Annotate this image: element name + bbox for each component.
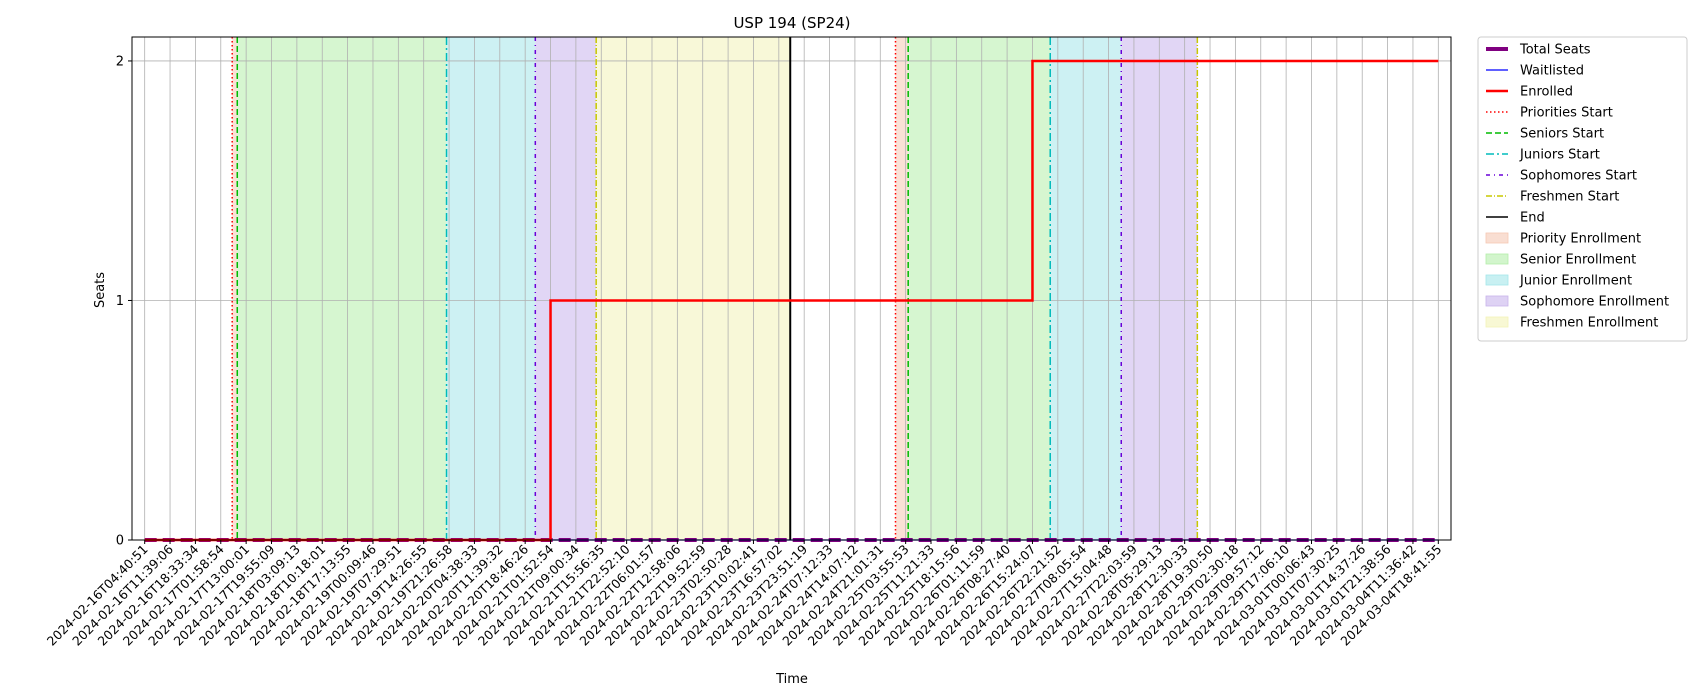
juniors-start-legend-label: Juniors Start [1519,148,1600,163]
sophomore-enrollment-legend-label: Sophomore Enrollment [1520,295,1669,310]
priorities-start-legend-label: Priorities Start [1520,106,1613,121]
freshmen-enrollment-band-0 [596,37,791,540]
sophomore-enrollment-band-0 [535,37,597,540]
legend: Total Seats Waitlisted Enrolled Priorities … [1477,36,1688,342]
phase-start-lines [231,37,1199,540]
sophomore-enrollment-legend-swatch [1485,295,1509,307]
junior-enrollment-band-0 [446,37,536,540]
junior-enrollment-band-1 [1050,37,1122,540]
waitlisted-legend-label: Waitlisted [1520,64,1584,79]
y-tick-label: 0 [116,534,124,549]
junior-enrollment-legend-label: Junior Enrollment [1519,274,1632,289]
end-legend-label: End [1520,211,1545,226]
plot-frame [131,36,1452,541]
freshmen-enrollment-legend-label: Freshmen Enrollment [1520,316,1658,331]
senior-enrollment-legend-label: Senior Enrollment [1520,253,1636,268]
senior-enrollment-legend-swatch [1485,253,1509,265]
freshmen-enrollment-legend-swatch [1485,316,1509,328]
enrollment-bands [232,37,1198,540]
y-tick-label: 2 [116,54,124,69]
senior-enrollment-band-1 [908,37,1051,540]
y-axis-label: Seats [93,272,108,308]
y-axis: 0 1 2 [116,54,132,549]
seniors-start-legend-label: Seniors Start [1520,127,1604,142]
legend-box [1477,36,1688,342]
junior-enrollment-legend-swatch [1485,274,1509,286]
priority-enrollment-legend-label: Priority Enrollment [1520,232,1641,247]
x-axis-label: Time [775,672,808,687]
priority-enrollment-legend-swatch [1485,232,1509,244]
freshmen-start-legend-label: Freshmen Start [1520,190,1619,205]
grid-lines [132,37,1451,541]
sophomores-start-legend-label: Sophomores Start [1520,169,1637,184]
x-axis: 2024-02-16T04:40:512024-02-16T11:39:0620… [44,540,1444,649]
priority-enrollment-band-0 [232,37,238,540]
senior-enrollment-band-0 [237,37,447,540]
total-seats-legend-label: Total Seats [1519,43,1591,58]
y-tick-label: 1 [116,294,124,309]
chart-title: USP 194 (SP24) [733,14,850,32]
priority-enrollment-band-1 [895,37,909,540]
enrolled-legend-label: Enrolled [1520,85,1573,100]
